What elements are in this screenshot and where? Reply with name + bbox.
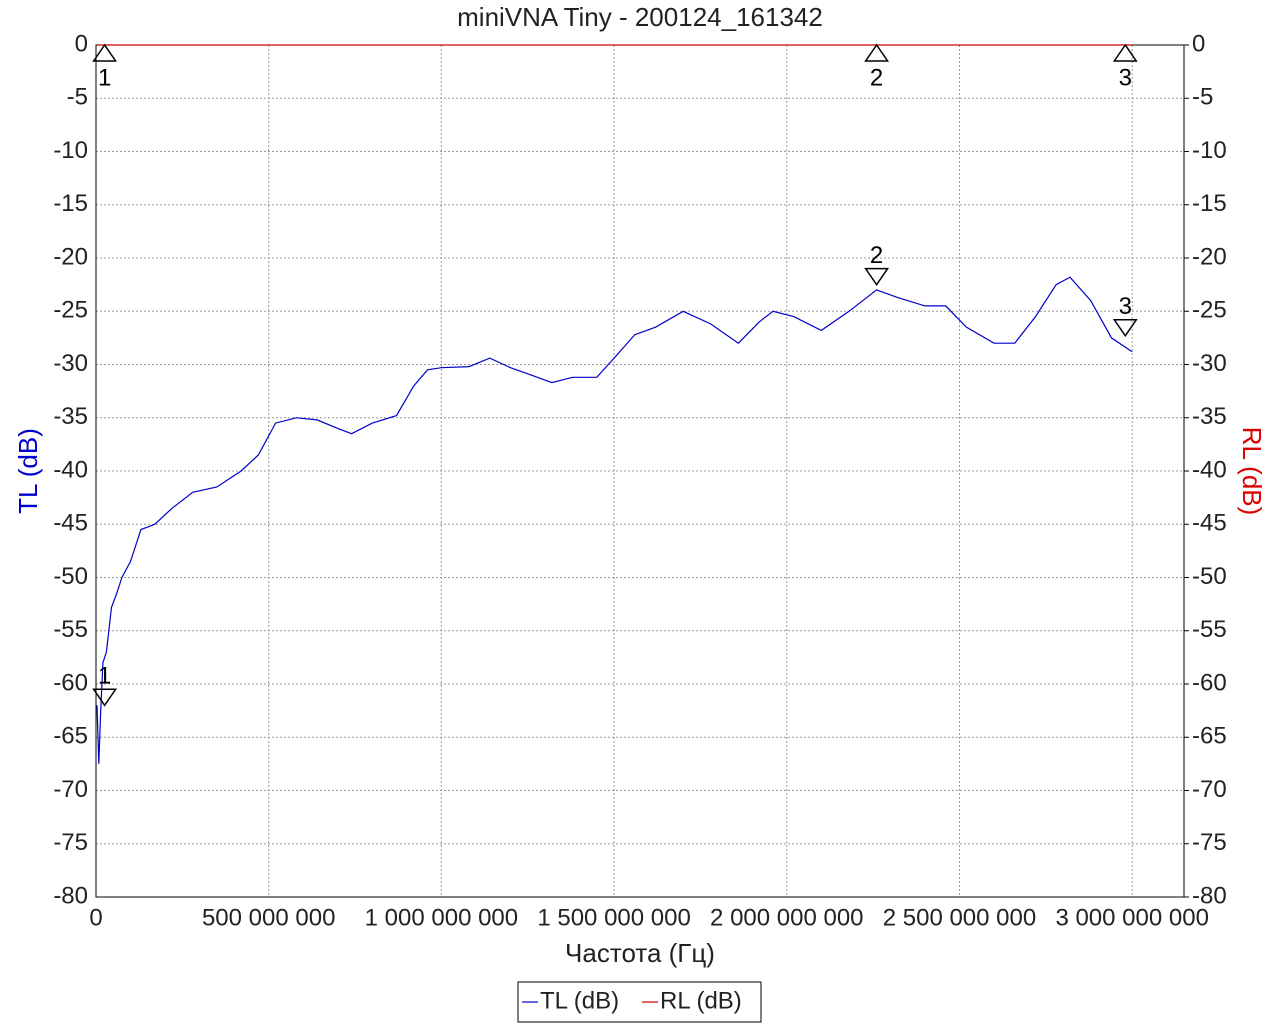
y2-tick-label: -65 <box>1192 723 1227 750</box>
marker-label: 1 <box>98 663 111 690</box>
marker-tl <box>1112 318 1138 338</box>
x-tick-label: 2 000 000 000 <box>710 904 863 931</box>
y-tick-label: 0 <box>75 30 88 57</box>
y2-tick-label: -25 <box>1192 297 1227 324</box>
series-line <box>96 276 1133 764</box>
y-tick-label: -30 <box>53 350 88 377</box>
y2-tick-label: -15 <box>1192 190 1227 217</box>
y-tick-label: -10 <box>53 137 88 164</box>
y2-tick-label: -5 <box>1192 84 1213 111</box>
x-tick-label: 2 500 000 000 <box>883 904 1036 931</box>
y-tick-label: -25 <box>53 297 88 324</box>
y2-tick-label: -50 <box>1192 563 1227 590</box>
y2-tick-label: -45 <box>1192 510 1227 537</box>
y-tick-label: -60 <box>53 669 88 696</box>
y-tick-label: -70 <box>53 776 88 803</box>
x-tick-label: 500 000 000 <box>202 904 335 931</box>
y-tick-label: -65 <box>53 723 88 750</box>
y-tick-label: -55 <box>53 616 88 643</box>
y-tick-label: -45 <box>53 510 88 537</box>
marker-rl <box>92 43 118 62</box>
y2-axis-label: RL (dB) <box>1237 427 1267 516</box>
x-axis-label: Частота (Гц) <box>565 938 715 968</box>
marker-label: 3 <box>1119 64 1132 91</box>
legend-label: TL (dB) <box>540 987 619 1014</box>
x-tick-label: 1 000 000 000 <box>365 904 518 931</box>
x-tick-label: 1 500 000 000 <box>537 904 690 931</box>
y2-tick-label: -35 <box>1192 403 1227 430</box>
y2-tick-label: -75 <box>1192 829 1227 856</box>
legend-box <box>517 981 762 1023</box>
y2-tick-label: -60 <box>1192 669 1227 696</box>
y-tick-label: -35 <box>53 403 88 430</box>
marker-label: 3 <box>1119 293 1132 320</box>
marker-label: 1 <box>98 64 111 91</box>
y-tick-label: -50 <box>53 563 88 590</box>
x-tick-label: 0 <box>89 904 102 931</box>
legend-label: RL (dB) <box>660 987 742 1014</box>
y2-tick-label: -30 <box>1192 350 1227 377</box>
y2-tick-label: -40 <box>1192 456 1227 483</box>
y2-tick-label: -70 <box>1192 776 1227 803</box>
y-axis-label: TL (dB) <box>13 428 43 514</box>
y-tick-label: -20 <box>53 243 88 270</box>
marker-rl <box>1112 43 1138 62</box>
x-tick-label: 3 000 000 000 <box>1055 904 1208 931</box>
y2-tick-label: -10 <box>1192 137 1227 164</box>
y-tick-label: -40 <box>53 456 88 483</box>
y-tick-label: -5 <box>67 84 88 111</box>
y-tick-label: -15 <box>53 190 88 217</box>
y-tick-label: -80 <box>53 882 88 909</box>
y2-tick-label: 0 <box>1192 30 1205 57</box>
marker-tl <box>864 267 890 286</box>
marker-rl <box>864 43 890 62</box>
chart-title: miniVNA Tiny - 200124_161342 <box>457 2 823 32</box>
marker-label: 2 <box>870 64 883 91</box>
marker-tl <box>92 688 118 707</box>
marker-label: 2 <box>870 242 883 269</box>
y2-tick-label: -20 <box>1192 243 1227 270</box>
y2-tick-label: -80 <box>1192 882 1227 909</box>
y-tick-label: -75 <box>53 829 88 856</box>
y2-tick-label: -55 <box>1192 616 1227 643</box>
